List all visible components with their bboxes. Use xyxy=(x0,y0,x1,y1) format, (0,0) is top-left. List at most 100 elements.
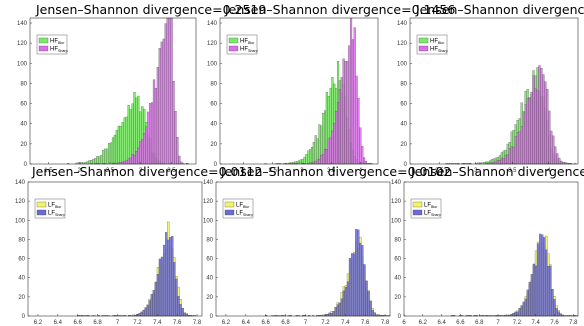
histogram-bar xyxy=(554,146,557,165)
histogram-bar xyxy=(160,41,163,165)
histogram-bar xyxy=(150,294,153,317)
histogram-bar xyxy=(172,81,175,165)
y-tick-label: 20 xyxy=(18,295,25,301)
histogram-bar xyxy=(526,289,529,317)
y-tick-label: 20 xyxy=(400,142,407,148)
x-tick-label: 6.6 xyxy=(262,320,271,326)
histogram-bar xyxy=(312,142,315,165)
histogram-bar xyxy=(121,122,124,165)
histogram-bar xyxy=(139,141,142,165)
histogram-bar xyxy=(154,87,158,165)
histogram-bar xyxy=(350,253,354,317)
histogram-bar xyxy=(320,155,323,165)
histogram-bar xyxy=(176,137,179,165)
histogram-bar xyxy=(149,103,152,165)
x-tick-label: 6.6 xyxy=(74,320,83,326)
y-tick-label: 40 xyxy=(394,276,401,282)
histogram-bar xyxy=(171,236,174,317)
histogram-bar xyxy=(551,289,554,317)
x-tick-label: 7.2 xyxy=(321,320,330,326)
histogram-bar xyxy=(334,307,337,317)
legend-label: HFBlur xyxy=(430,39,445,46)
legend-label: HFSharp xyxy=(430,47,448,54)
histogram-bar xyxy=(367,291,370,317)
histogram-bar xyxy=(559,313,562,317)
chart-title: Jensen–Shannon divergence=0.0578 xyxy=(415,2,584,17)
histogram-bar xyxy=(522,112,525,165)
histogram-bar xyxy=(164,23,167,165)
histogram-bar xyxy=(305,154,308,165)
histogram-bar xyxy=(144,307,147,317)
x-tick-label: 6.8 xyxy=(475,320,484,326)
legend-label: LFBlur xyxy=(424,203,438,210)
histogram-bar xyxy=(357,229,360,317)
y-tick-label: 80 xyxy=(206,237,213,243)
histogram-bar xyxy=(340,77,343,165)
histogram-bar xyxy=(357,98,360,165)
histogram-bar xyxy=(175,278,178,317)
legend-label: LFSharp xyxy=(236,211,253,218)
x-tick-label: 7.6 xyxy=(550,320,559,326)
histogram-bar xyxy=(154,281,158,317)
histogram-bar xyxy=(508,148,511,165)
y-tick-label: 140 xyxy=(17,21,28,27)
histogram-bar xyxy=(160,256,164,317)
histogram-bar xyxy=(141,139,144,165)
histogram-bar xyxy=(166,17,169,165)
histogram-bar xyxy=(510,146,513,165)
histogram-bar xyxy=(534,265,538,317)
histogram-bar xyxy=(522,301,525,317)
histogram-bar xyxy=(165,232,168,317)
x-tick-label: 7.8 xyxy=(381,320,390,326)
histogram-bar xyxy=(170,17,173,165)
x-tick-label: 7.6 xyxy=(361,320,370,326)
histogram-bar xyxy=(532,75,535,165)
x-tick-label: 6.6 xyxy=(456,320,465,326)
y-tick-label: 80 xyxy=(210,81,217,87)
chart-title: Jensen–Shannon divergence=0.0069 xyxy=(410,164,584,179)
histogram-bar xyxy=(340,298,344,317)
axes-box xyxy=(219,17,379,165)
histogram-bar xyxy=(102,150,105,165)
histogram-bar xyxy=(520,126,523,165)
histogram-bar xyxy=(542,74,545,165)
legend-swatch xyxy=(228,45,239,52)
chart-panel-3: Jensen–Shannon divergence=0.0578 0 20 40 60 8… xyxy=(397,2,584,174)
histogram-bar xyxy=(355,229,358,317)
histogram-bar xyxy=(145,126,148,165)
histogram-bar xyxy=(98,156,101,165)
histogram-bar xyxy=(333,122,336,165)
histogram-bar xyxy=(106,148,109,165)
histogram-bar xyxy=(348,258,352,317)
histogram-bar xyxy=(524,104,527,165)
histogram-bar xyxy=(528,281,532,317)
x-tick-label: 6.8 xyxy=(281,320,290,326)
histogram-bar xyxy=(528,98,531,165)
legend-swatch xyxy=(418,37,429,44)
axes-box xyxy=(27,181,203,317)
histogram-bar xyxy=(129,109,132,165)
histogram-bar xyxy=(179,304,182,317)
y-tick-label: 60 xyxy=(400,102,407,108)
histogram-bar xyxy=(168,17,171,165)
x-tick-label: 1.5 xyxy=(44,168,53,174)
histogram-bar xyxy=(148,300,151,317)
histogram-bar xyxy=(318,124,321,165)
y-tick-label: 120 xyxy=(15,199,26,205)
x-tick-label: 2.5 xyxy=(106,168,115,174)
histogram-bar xyxy=(536,89,539,165)
y-tick-label: 40 xyxy=(210,122,217,128)
x-tick-label: 7.4 xyxy=(341,320,350,326)
histogram-bar xyxy=(355,75,358,165)
y-tick-label: 0 xyxy=(24,162,28,168)
histogram-bar xyxy=(538,65,541,165)
histogram-bar xyxy=(332,311,335,317)
histogram-bar xyxy=(328,312,331,317)
x-tick-label: 2 xyxy=(242,168,246,174)
legend-label: LFSharp xyxy=(424,211,441,218)
histogram-bar xyxy=(549,265,552,317)
histogram-bar xyxy=(335,111,338,165)
histogram-bar xyxy=(309,149,312,165)
x-tick-label: 4 xyxy=(359,168,363,174)
histogram-bar xyxy=(365,280,368,317)
